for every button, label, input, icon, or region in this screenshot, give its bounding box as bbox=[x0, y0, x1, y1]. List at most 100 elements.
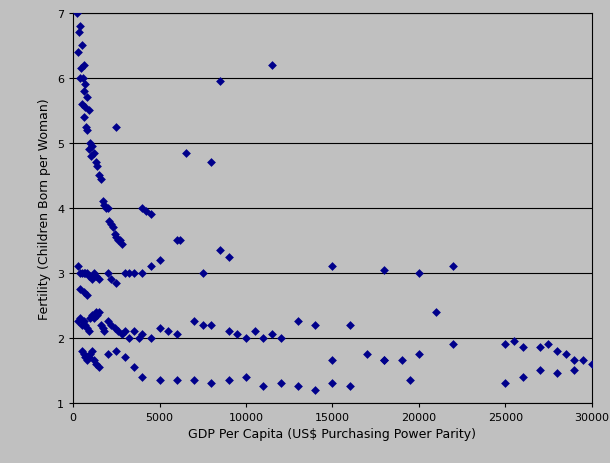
Point bbox=[89, 269, 99, 277]
Point bbox=[73, 263, 83, 270]
Point bbox=[77, 347, 87, 355]
Point bbox=[110, 231, 120, 238]
Point bbox=[79, 350, 88, 358]
Point bbox=[570, 367, 580, 374]
Point bbox=[448, 341, 458, 348]
Point bbox=[146, 263, 156, 270]
Point bbox=[81, 269, 90, 277]
Point bbox=[379, 266, 389, 274]
Point bbox=[509, 338, 518, 345]
Point bbox=[129, 363, 138, 371]
Point bbox=[137, 373, 147, 381]
Y-axis label: Fertility (Children Born per Woman): Fertility (Children Born per Woman) bbox=[38, 98, 51, 319]
Point bbox=[77, 101, 87, 108]
Point bbox=[259, 334, 268, 342]
Point bbox=[198, 321, 207, 329]
Point bbox=[77, 269, 87, 277]
Point bbox=[91, 159, 101, 167]
Point bbox=[241, 334, 251, 342]
Point bbox=[96, 175, 106, 183]
Point bbox=[163, 328, 173, 335]
Point bbox=[101, 205, 111, 212]
Point bbox=[518, 344, 528, 351]
Point bbox=[84, 146, 94, 154]
Point bbox=[87, 312, 97, 319]
Point bbox=[81, 104, 90, 112]
Point bbox=[75, 75, 85, 82]
Point bbox=[224, 328, 234, 335]
Point bbox=[172, 376, 182, 384]
Point bbox=[578, 357, 588, 364]
Point bbox=[141, 208, 151, 215]
Point bbox=[84, 107, 94, 115]
Point bbox=[74, 30, 84, 37]
Point bbox=[379, 357, 389, 364]
Point bbox=[207, 380, 217, 387]
Point bbox=[76, 65, 86, 73]
Point bbox=[310, 321, 320, 329]
Point bbox=[91, 273, 101, 280]
Point bbox=[110, 325, 120, 332]
Point bbox=[103, 269, 113, 277]
Point bbox=[232, 331, 242, 338]
Point bbox=[172, 331, 182, 338]
Point bbox=[328, 380, 337, 387]
Point bbox=[414, 350, 424, 358]
Point bbox=[267, 331, 277, 338]
Point bbox=[276, 380, 285, 387]
Point bbox=[91, 360, 101, 368]
Point bbox=[77, 321, 87, 329]
Point bbox=[85, 350, 95, 358]
Point bbox=[137, 331, 147, 338]
Point bbox=[82, 269, 92, 277]
Point bbox=[215, 78, 225, 86]
Point bbox=[267, 62, 277, 69]
Point bbox=[77, 43, 87, 50]
Point bbox=[87, 276, 97, 283]
Point bbox=[94, 276, 104, 283]
Point bbox=[124, 334, 134, 342]
Point bbox=[124, 269, 134, 277]
Point bbox=[103, 205, 113, 212]
Point bbox=[79, 269, 88, 277]
Point bbox=[259, 383, 268, 390]
Point bbox=[155, 325, 165, 332]
Point bbox=[84, 273, 94, 280]
Point bbox=[87, 153, 96, 160]
Point bbox=[155, 257, 165, 264]
Point bbox=[99, 201, 109, 209]
Point bbox=[189, 376, 199, 384]
Point bbox=[500, 380, 510, 387]
Point bbox=[176, 237, 185, 244]
Point bbox=[103, 350, 113, 358]
Point bbox=[172, 237, 182, 244]
Point bbox=[98, 325, 107, 332]
Point bbox=[94, 172, 104, 180]
Point bbox=[146, 211, 156, 219]
Point bbox=[72, 10, 82, 18]
Point bbox=[96, 321, 106, 329]
Point bbox=[570, 357, 580, 364]
Point bbox=[276, 334, 285, 342]
Point bbox=[112, 124, 121, 131]
Point bbox=[405, 376, 415, 384]
Point bbox=[82, 94, 92, 102]
Point bbox=[94, 308, 104, 316]
Point bbox=[75, 315, 85, 322]
Point bbox=[552, 370, 562, 377]
Point bbox=[94, 363, 104, 371]
Point bbox=[362, 350, 372, 358]
Point bbox=[137, 205, 147, 212]
Point bbox=[108, 224, 118, 232]
Point bbox=[448, 263, 458, 270]
Point bbox=[106, 321, 116, 329]
Point bbox=[129, 269, 138, 277]
Point bbox=[379, 357, 389, 364]
Point bbox=[328, 357, 337, 364]
Point bbox=[81, 321, 90, 329]
Point bbox=[587, 360, 597, 368]
Point bbox=[117, 240, 126, 248]
Point bbox=[106, 221, 116, 228]
Point bbox=[293, 318, 303, 325]
Point bbox=[79, 88, 88, 95]
